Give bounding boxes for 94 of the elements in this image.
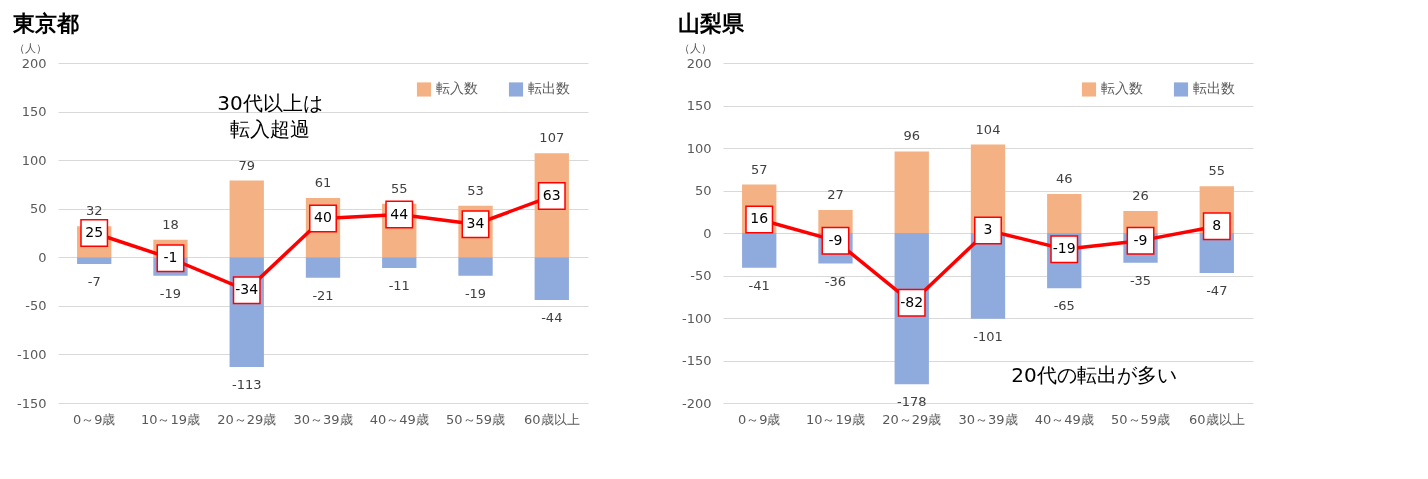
x-tick-label: 10～19歳 xyxy=(140,411,201,427)
data-label: 57 xyxy=(750,161,768,177)
data-label: -11 xyxy=(388,277,410,293)
data-label: 104 xyxy=(975,121,1001,137)
data-label: 79 xyxy=(238,157,256,173)
data-label: 107 xyxy=(539,130,565,146)
x-tick-label: 50～59歳 xyxy=(445,411,506,427)
data-label: -113 xyxy=(231,377,262,393)
annotation: 30代以上は転入超過 xyxy=(217,90,323,141)
data-label: -36 xyxy=(824,273,847,289)
y-tick-label: 100 xyxy=(686,140,712,156)
legend-label: 転出数 xyxy=(528,80,570,97)
data-label: 53 xyxy=(467,182,484,198)
bar xyxy=(305,257,341,278)
y-tick-label: 100 xyxy=(21,152,47,168)
y-tick-label: -150 xyxy=(681,353,712,368)
y-tick-label: 200 xyxy=(21,55,47,71)
y-axis-title: （人） xyxy=(13,41,47,55)
bar xyxy=(534,257,569,301)
data-label: -19 xyxy=(159,285,182,301)
y-tick-label: 200 xyxy=(686,55,712,71)
bar xyxy=(77,257,112,265)
data-label: -44 xyxy=(541,310,563,326)
data-label: -19 xyxy=(1052,240,1076,257)
x-tick-label: 60歳以上 xyxy=(1189,411,1245,427)
data-label: -82 xyxy=(900,293,924,310)
data-label: -21 xyxy=(312,287,334,303)
bar xyxy=(382,257,417,268)
data-label: 8 xyxy=(1212,217,1222,234)
y-tick-label: -100 xyxy=(681,310,712,326)
x-tick-label: 40～49歳 xyxy=(1034,411,1094,427)
data-label: 25 xyxy=(85,224,104,240)
data-label: 46 xyxy=(1055,170,1073,186)
data-label: 27 xyxy=(827,187,844,203)
data-label: -65 xyxy=(1053,298,1075,314)
legend-label: 転入数 xyxy=(436,80,478,97)
data-label: 26 xyxy=(1132,187,1149,203)
data-label: 3 xyxy=(983,221,993,238)
data-label: -1 xyxy=(163,249,178,266)
data-label: -41 xyxy=(748,277,770,293)
y-tick-label: 150 xyxy=(21,104,47,120)
data-label: 55 xyxy=(1208,163,1226,179)
legend-label: 転出数 xyxy=(1193,80,1235,97)
bar xyxy=(458,257,493,276)
data-label: -9 xyxy=(828,231,843,248)
bar xyxy=(1047,193,1082,233)
x-tick-label: 30～39歳 xyxy=(293,411,353,427)
y-tick-label: -50 xyxy=(25,298,47,314)
x-tick-label: 60歳以上 xyxy=(524,411,580,427)
y-tick-label: -200 xyxy=(681,395,712,411)
y-tick-label: 0 xyxy=(703,225,712,241)
y-tick-label: 50 xyxy=(694,183,712,198)
chart-title: 東京都 xyxy=(12,11,79,36)
data-label: 18 xyxy=(162,216,179,232)
bar xyxy=(742,233,777,268)
x-tick-label: 40～49歳 xyxy=(369,411,429,427)
y-tick-label: 50 xyxy=(29,201,47,217)
chart-title: 山梨県 xyxy=(678,11,745,36)
x-tick-label: 30～39歳 xyxy=(958,411,1018,427)
point xyxy=(974,216,1002,245)
data-label: 96 xyxy=(903,128,921,144)
x-tick-label: 50～59歳 xyxy=(1110,411,1171,427)
data-label: -101 xyxy=(973,328,1003,344)
annotation: 20代の転出が多い xyxy=(1011,362,1177,387)
data-label: -34 xyxy=(235,281,259,298)
y-tick-label: -50 xyxy=(690,268,712,283)
data-label: 32 xyxy=(85,203,103,219)
data-label: 61 xyxy=(314,175,332,191)
y-axis-title: （人） xyxy=(678,41,712,55)
data-label: -9 xyxy=(1133,231,1148,248)
point xyxy=(1202,212,1231,241)
bar xyxy=(229,180,264,258)
data-label: 40 xyxy=(314,209,332,226)
x-tick-label: 20～29歳 xyxy=(882,411,942,427)
data-label: 44 xyxy=(390,205,409,222)
data-label: -35 xyxy=(1129,272,1152,288)
x-tick-label: 0～9歳 xyxy=(72,411,116,427)
data-label: -7 xyxy=(87,274,101,290)
data-label: -47 xyxy=(1206,282,1228,298)
data-label: 55 xyxy=(390,180,408,196)
data-label: 34 xyxy=(466,215,485,232)
y-tick-label: 0 xyxy=(38,249,47,265)
x-tick-label: 10～19歳 xyxy=(805,411,866,427)
y-tick-label: 150 xyxy=(686,98,712,113)
data-label: 16 xyxy=(750,210,769,227)
data-label: -19 xyxy=(464,285,487,301)
x-tick-label: 0～9歳 xyxy=(737,411,781,427)
data-label: 63 xyxy=(542,187,561,204)
x-tick-label: 20～29歳 xyxy=(217,411,277,427)
y-tick-label: -100 xyxy=(16,346,47,362)
data-label: -178 xyxy=(896,394,927,410)
y-tick-label: -150 xyxy=(16,395,47,411)
bar xyxy=(894,151,929,233)
legend-label: 転入数 xyxy=(1101,80,1143,97)
